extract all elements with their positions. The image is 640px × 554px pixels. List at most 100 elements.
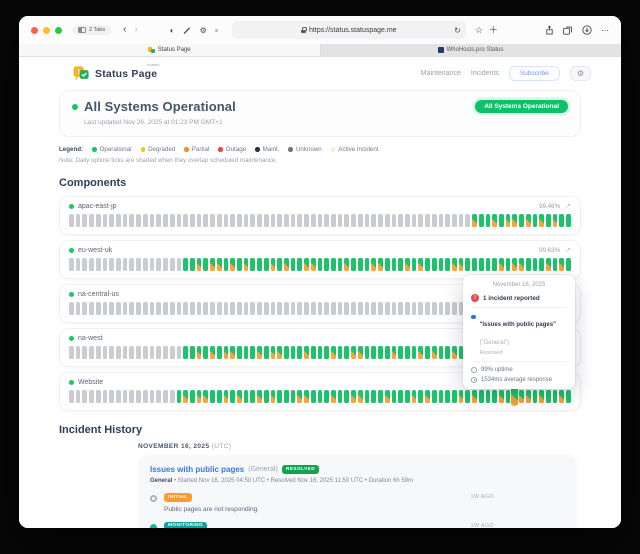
uptime-tick[interactable] — [149, 390, 155, 403]
uptime-tick[interactable] — [297, 346, 303, 359]
uptime-tick[interactable] — [169, 214, 175, 227]
site-logo[interactable]: ! Status Page hosted — [73, 62, 159, 81]
uptime-tick[interactable] — [304, 346, 309, 359]
uptime-tick[interactable] — [95, 302, 101, 315]
uptime-tick[interactable] — [539, 390, 545, 403]
uptime-tick[interactable] — [243, 214, 249, 227]
uptime-tick[interactable] — [472, 258, 477, 271]
uptime-tick[interactable] — [156, 390, 162, 403]
uptime-tick[interactable] — [458, 258, 464, 271]
uptime-tick[interactable] — [75, 346, 81, 359]
uptime-tick[interactable] — [284, 302, 289, 315]
uptime-tick[interactable] — [344, 302, 350, 315]
uptime-tick[interactable] — [378, 346, 383, 359]
uptime-tick[interactable] — [156, 258, 162, 271]
uptime-tick[interactable] — [230, 258, 235, 271]
uptime-tick[interactable] — [451, 390, 457, 403]
tab-status-page[interactable]: Status Page — [19, 44, 321, 56]
uptime-tick[interactable] — [69, 302, 74, 315]
uptime-tick[interactable] — [250, 346, 256, 359]
uptime-tick[interactable] — [277, 258, 282, 271]
uptime-tick[interactable] — [505, 258, 511, 271]
uptime-tick[interactable] — [451, 258, 457, 271]
uptime-tick[interactable] — [438, 214, 444, 227]
uptime-tick[interactable] — [492, 214, 497, 227]
uptime-tick[interactable] — [290, 346, 296, 359]
uptime-tick[interactable] — [566, 258, 571, 271]
uptime-tick[interactable] — [499, 258, 504, 271]
uptime-tick[interactable] — [189, 258, 195, 271]
uptime-tick[interactable] — [149, 346, 155, 359]
address-bar[interactable]: https://status.statuspage.me ↻ — [231, 21, 466, 39]
uptime-tick[interactable] — [257, 346, 262, 359]
uptime-tick[interactable] — [183, 214, 188, 227]
uptime-tick[interactable] — [176, 258, 182, 271]
uptime-tick[interactable] — [371, 258, 377, 271]
uptime-tick[interactable] — [357, 302, 363, 315]
uptime-tick[interactable] — [445, 258, 450, 271]
uptime-tick[interactable] — [216, 302, 222, 315]
uptime-tick[interactable] — [223, 390, 229, 403]
uptime-tick[interactable] — [552, 258, 558, 271]
uptime-tick[interactable] — [95, 258, 101, 271]
uptime-tick[interactable] — [223, 214, 229, 227]
uptime-tick[interactable] — [351, 390, 356, 403]
uptime-tick[interactable] — [411, 214, 417, 227]
uptime-tick[interactable] — [539, 214, 545, 227]
uptime-tick[interactable] — [478, 258, 484, 271]
uptime-tick[interactable] — [532, 214, 538, 227]
uptime-tick[interactable] — [505, 390, 511, 403]
tab-overview-button[interactable]: 2 Tabs — [72, 25, 112, 35]
uptime-tick[interactable] — [492, 390, 497, 403]
uptime-tick[interactable] — [277, 346, 282, 359]
uptime-tick[interactable] — [559, 390, 565, 403]
uptime-tick[interactable] — [485, 214, 491, 227]
uptime-tick[interactable] — [465, 214, 471, 227]
uptime-tick[interactable] — [183, 390, 188, 403]
uptime-tick[interactable] — [297, 258, 303, 271]
uptime-tick[interactable] — [210, 390, 215, 403]
uptime-tick[interactable] — [102, 258, 108, 271]
uptime-tick[interactable] — [438, 302, 444, 315]
uptime-tick[interactable] — [391, 346, 397, 359]
downloads-icon[interactable] — [582, 25, 592, 35]
uptime-tick[interactable] — [75, 302, 81, 315]
uptime-tick[interactable] — [411, 258, 417, 271]
uptime-tick[interactable] — [263, 302, 269, 315]
uptime-tick[interactable] — [196, 258, 202, 271]
uptime-tick[interactable] — [223, 258, 229, 271]
uptime-tick[interactable] — [384, 390, 390, 403]
uptime-tick[interactable] — [129, 302, 135, 315]
uptime-tick[interactable] — [95, 346, 101, 359]
uptime-tick[interactable] — [566, 390, 571, 403]
uptime-tick[interactable] — [445, 214, 450, 227]
uptime-tick[interactable] — [236, 258, 242, 271]
uptime-tick[interactable] — [142, 302, 148, 315]
uptime-tick[interactable] — [485, 390, 491, 403]
uptime-tick[interactable] — [519, 390, 524, 403]
uptime-tick[interactable] — [263, 214, 269, 227]
uptime-tick[interactable] — [69, 258, 74, 271]
uptime-tick[interactable] — [290, 258, 296, 271]
uptime-tick[interactable] — [142, 346, 148, 359]
uptime-tick[interactable] — [445, 390, 450, 403]
uptime-tick[interactable] — [398, 214, 403, 227]
uptime-tick[interactable] — [431, 214, 437, 227]
uptime-tick[interactable] — [304, 214, 309, 227]
uptime-tick[interactable] — [129, 346, 135, 359]
tab-whohosts[interactable]: WhoHosts.pro Status — [320, 44, 621, 56]
uptime-tick[interactable] — [183, 258, 188, 271]
uptime-tick[interactable] — [384, 258, 390, 271]
uptime-tick[interactable] — [404, 390, 410, 403]
uptime-tick[interactable] — [210, 258, 215, 271]
uptime-tick[interactable] — [357, 346, 363, 359]
uptime-tick[interactable] — [404, 214, 410, 227]
uptime-tick[interactable] — [69, 214, 74, 227]
uptime-tick[interactable] — [525, 390, 531, 403]
uptime-tick[interactable] — [95, 214, 101, 227]
incident-title-link[interactable]: Issues with public pages — [150, 465, 245, 474]
uptime-tick[interactable] — [404, 258, 410, 271]
uptime-tick[interactable] — [89, 214, 94, 227]
uptime-tick[interactable] — [337, 346, 343, 359]
uptime-tick[interactable] — [324, 214, 330, 227]
